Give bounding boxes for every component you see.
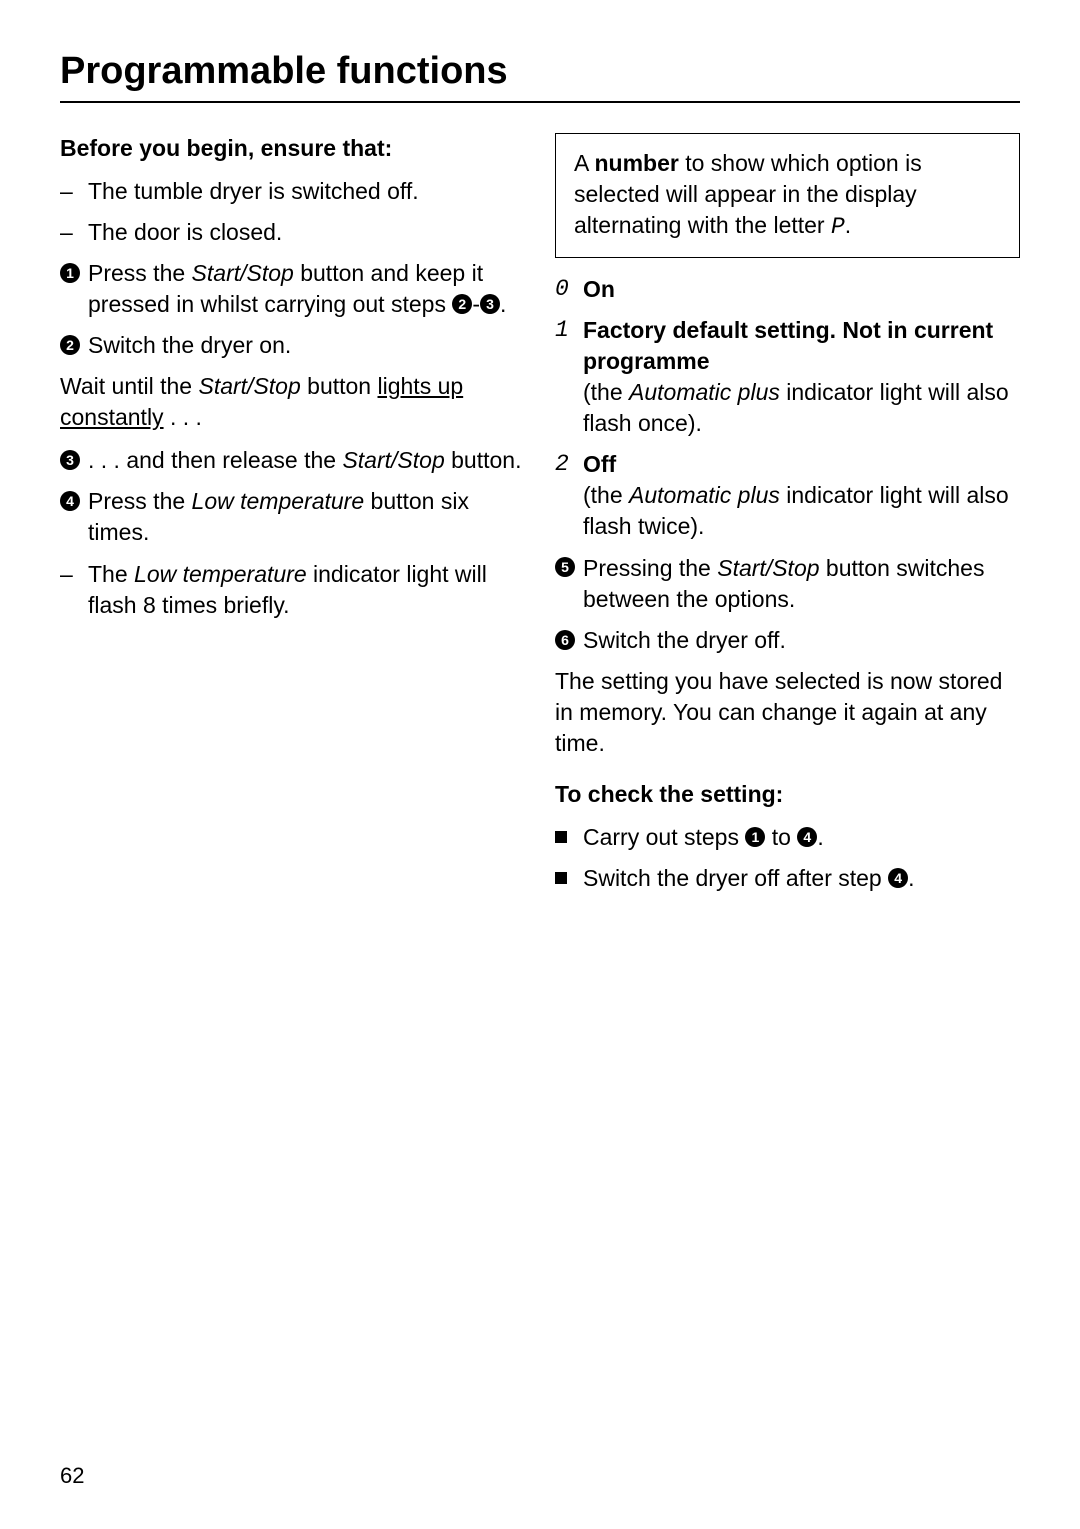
page-number: 62: [60, 1463, 84, 1489]
t: Start/Stop: [192, 260, 294, 286]
step-marker: 5: [555, 553, 583, 615]
check-2-text: Switch the dryer off after step 4.: [583, 863, 915, 894]
dash-marker: –: [60, 217, 88, 248]
stored-text: The setting you have selected is now sto…: [555, 666, 1020, 759]
t: Start/Stop: [342, 447, 444, 473]
step-marker: 3: [60, 445, 88, 476]
t: Start/Stop: [198, 373, 300, 399]
t: .: [817, 824, 823, 850]
wait-text: Wait until the Start/Stop button lights …: [60, 371, 525, 433]
step-4: 4 Press the Low temperature button six t…: [60, 486, 525, 548]
left-column: Before you begin, ensure that: – The tum…: [60, 133, 525, 904]
t: number: [594, 150, 678, 176]
t: to: [765, 824, 797, 850]
circled-3-icon: 3: [60, 450, 80, 470]
t: .: [845, 212, 851, 238]
dash-marker: –: [60, 559, 88, 621]
t: -: [472, 291, 480, 317]
right-column: A number to show which option is selecte…: [555, 133, 1020, 904]
t: (the: [583, 482, 629, 508]
circled-5-icon: 5: [555, 557, 575, 577]
dash-marker: –: [60, 176, 88, 207]
t: button.: [445, 447, 522, 473]
square-marker: [555, 863, 583, 894]
t: Factory default setting. Not in current …: [583, 317, 993, 374]
circled-2-icon: 2: [60, 335, 80, 355]
check-2: Switch the dryer off after step 4.: [555, 863, 1020, 894]
option-2: 2 Off (the Automatic plus indicator ligh…: [555, 449, 1020, 542]
square-marker: [555, 822, 583, 853]
t: Low temperature: [134, 561, 307, 587]
t: The: [88, 561, 134, 587]
t: Wait until the: [60, 373, 198, 399]
step-marker: 1: [60, 258, 88, 320]
step-3: 3 . . . and then release the Start/Stop …: [60, 445, 525, 476]
t: . . .: [164, 404, 202, 430]
t: Press the: [88, 260, 192, 286]
step-1-text: Press the Start/Stop button and keep it …: [88, 258, 525, 320]
circled-6-icon: 6: [555, 630, 575, 650]
step-6-text: Switch the dryer off.: [583, 625, 786, 656]
flash-note-text: The Low temperature indicator light will…: [88, 559, 525, 621]
precond-1-text: The tumble dryer is switched off.: [88, 176, 419, 207]
circled-4-icon: 4: [797, 827, 817, 847]
content-columns: Before you begin, ensure that: – The tum…: [60, 133, 1020, 904]
t: Off: [583, 451, 616, 477]
circled-1-icon: 1: [60, 263, 80, 283]
step-3-text: . . . and then release the Start/Stop bu…: [88, 445, 521, 476]
check-heading: To check the setting:: [555, 779, 1020, 810]
t: (the: [583, 379, 629, 405]
step-marker: 2: [60, 330, 88, 361]
circled-3-icon: 3: [480, 294, 500, 314]
circled-2-icon: 2: [452, 294, 472, 314]
step-5: 5 Pressing the Start/Stop button switche…: [555, 553, 1020, 615]
page-title: Programmable functions: [60, 50, 1020, 103]
opt-marker: 2: [555, 449, 583, 542]
circled-1-icon: 1: [745, 827, 765, 847]
option-1: 1 Factory default setting. Not in curren…: [555, 315, 1020, 439]
square-icon: [555, 831, 567, 843]
t: P: [831, 214, 845, 240]
t: . . . and then release the: [88, 447, 342, 473]
opt-marker: 1: [555, 315, 583, 439]
t: Press the: [88, 488, 192, 514]
t: button: [301, 373, 378, 399]
opt-0-label: On: [583, 274, 615, 305]
step-1: 1 Press the Start/Stop button and keep i…: [60, 258, 525, 320]
check-1-text: Carry out steps 1 to 4.: [583, 822, 824, 853]
step-5-text: Pressing the Start/Stop button switches …: [583, 553, 1020, 615]
t: .: [500, 291, 506, 317]
option-0: 0 On: [555, 274, 1020, 305]
t: Low temperature: [192, 488, 365, 514]
t: .: [908, 865, 914, 891]
precond-1: – The tumble dryer is switched off.: [60, 176, 525, 207]
precond-2: – The door is closed.: [60, 217, 525, 248]
circled-4-icon: 4: [60, 491, 80, 511]
square-icon: [555, 872, 567, 884]
t: Pressing the: [583, 555, 717, 581]
t: Switch the dryer off after step: [583, 865, 888, 891]
check-1: Carry out steps 1 to 4.: [555, 822, 1020, 853]
before-heading: Before you begin, ensure that:: [60, 133, 525, 164]
opt-1-text: Factory default setting. Not in current …: [583, 315, 1020, 439]
step-6: 6 Switch the dryer off.: [555, 625, 1020, 656]
t: A: [574, 150, 594, 176]
t: Automatic plus: [629, 482, 780, 508]
opt-marker: 0: [555, 274, 583, 305]
circled-4-icon: 4: [888, 868, 908, 888]
t: Start/Stop: [717, 555, 819, 581]
step-4-text: Press the Low temperature button six tim…: [88, 486, 525, 548]
step-marker: 4: [60, 486, 88, 548]
info-box: A number to show which option is selecte…: [555, 133, 1020, 258]
t: Carry out steps: [583, 824, 745, 850]
step-2: 2 Switch the dryer on.: [60, 330, 525, 361]
flash-note: – The Low temperature indicator light wi…: [60, 559, 525, 621]
step-2-text: Switch the dryer on.: [88, 330, 291, 361]
t: Automatic plus: [629, 379, 780, 405]
step-marker: 6: [555, 625, 583, 656]
opt-2-text: Off (the Automatic plus indicator light …: [583, 449, 1020, 542]
precond-2-text: The door is closed.: [88, 217, 282, 248]
